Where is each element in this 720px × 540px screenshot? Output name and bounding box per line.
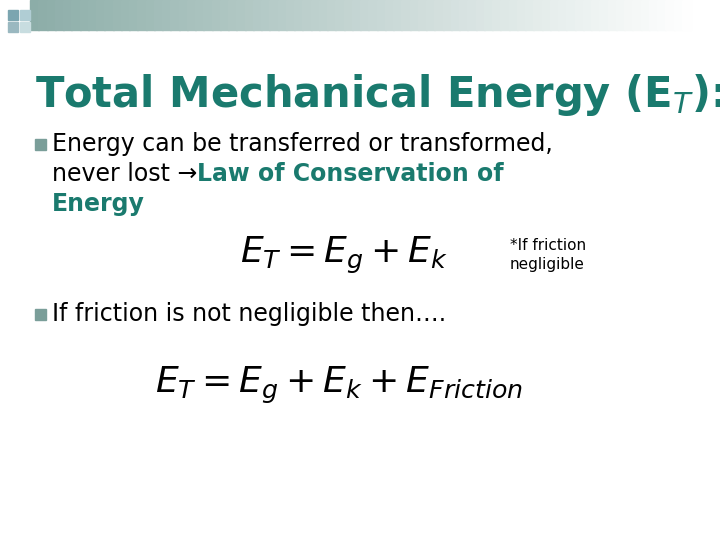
Bar — [484, 0, 493, 30]
Bar — [261, 0, 270, 30]
Bar — [632, 0, 642, 30]
Text: If friction is not negligible then….: If friction is not negligible then…. — [52, 302, 446, 326]
Bar — [682, 0, 691, 30]
Bar — [517, 0, 526, 30]
Bar — [616, 0, 625, 30]
Bar — [343, 0, 353, 30]
Bar — [154, 0, 163, 30]
Bar — [277, 0, 287, 30]
Bar — [310, 0, 320, 30]
Bar — [558, 0, 567, 30]
Bar — [665, 0, 675, 30]
Bar — [327, 0, 336, 30]
Bar — [236, 0, 246, 30]
Bar — [608, 0, 617, 30]
Bar — [575, 0, 584, 30]
Bar — [467, 0, 477, 30]
Bar — [245, 0, 253, 30]
Bar — [641, 0, 649, 30]
Bar — [71, 0, 81, 30]
Bar — [212, 0, 221, 30]
Bar — [336, 0, 344, 30]
Bar — [302, 0, 312, 30]
Bar — [8, 22, 18, 32]
Bar — [360, 0, 369, 30]
Bar — [162, 0, 171, 30]
Bar — [566, 0, 575, 30]
Bar — [121, 0, 130, 30]
Bar — [220, 0, 229, 30]
Bar — [426, 0, 436, 30]
Bar — [138, 0, 146, 30]
Bar — [657, 0, 666, 30]
Bar — [434, 0, 444, 30]
Bar — [541, 0, 551, 30]
Bar — [129, 0, 138, 30]
Bar — [352, 0, 361, 30]
Bar — [253, 0, 262, 30]
Bar — [145, 0, 155, 30]
Bar — [492, 0, 501, 30]
Bar — [599, 0, 608, 30]
Bar — [451, 0, 460, 30]
Text: never lost →: never lost → — [52, 162, 204, 186]
Bar — [649, 0, 658, 30]
Bar — [112, 0, 122, 30]
Bar — [63, 0, 72, 30]
Bar — [8, 10, 18, 20]
Bar — [186, 0, 196, 30]
Text: $E_T = E_g + E_k + E_{Friction}$: $E_T = E_g + E_k + E_{Friction}$ — [155, 364, 523, 406]
Bar — [96, 0, 105, 30]
Bar — [475, 0, 485, 30]
Bar — [47, 0, 55, 30]
Text: *If friction
negligible: *If friction negligible — [510, 238, 586, 272]
Bar — [459, 0, 468, 30]
Bar — [673, 0, 683, 30]
Bar — [195, 0, 204, 30]
Bar — [170, 0, 179, 30]
Bar — [525, 0, 534, 30]
Text: Total Mechanical Energy (E$_T$):: Total Mechanical Energy (E$_T$): — [35, 72, 720, 118]
Bar — [418, 0, 427, 30]
Text: Law of Conservation of: Law of Conservation of — [197, 162, 503, 186]
Bar — [508, 0, 518, 30]
Bar — [79, 0, 89, 30]
Bar — [384, 0, 394, 30]
Bar — [443, 0, 451, 30]
Bar — [203, 0, 212, 30]
Bar — [228, 0, 238, 30]
Bar — [368, 0, 377, 30]
Bar — [20, 22, 30, 32]
Bar — [500, 0, 510, 30]
Bar — [35, 139, 46, 150]
Bar — [179, 0, 188, 30]
Text: $E_T = E_g + E_k$: $E_T = E_g + E_k$ — [240, 234, 448, 275]
Bar — [38, 0, 48, 30]
Bar — [591, 0, 600, 30]
Bar — [104, 0, 114, 30]
Bar — [55, 0, 64, 30]
Bar — [534, 0, 542, 30]
Bar — [393, 0, 402, 30]
Bar — [582, 0, 592, 30]
Text: Energy can be transferred or transformed,: Energy can be transferred or transformed… — [52, 132, 553, 156]
Bar — [30, 0, 40, 30]
Bar — [88, 0, 97, 30]
Bar — [269, 0, 279, 30]
Bar — [401, 0, 410, 30]
Bar — [624, 0, 634, 30]
Text: Energy: Energy — [52, 192, 145, 216]
Bar — [35, 309, 46, 320]
Bar — [286, 0, 295, 30]
Bar — [20, 10, 30, 20]
Bar — [319, 0, 328, 30]
Bar — [410, 0, 419, 30]
Bar — [550, 0, 559, 30]
Bar — [377, 0, 386, 30]
Bar — [294, 0, 303, 30]
